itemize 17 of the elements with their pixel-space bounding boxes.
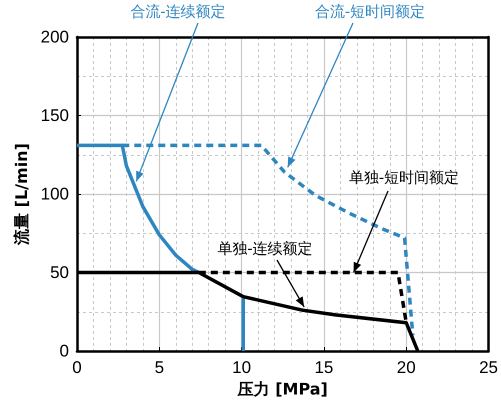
annotation: 单独-连续额定 [217, 240, 313, 258]
annotation: 合流-短时间额定 [314, 2, 426, 22]
x-tick-label: 15 [314, 358, 334, 377]
y-tick-label: 150 [40, 106, 69, 125]
x-tick-label: 0 [72, 358, 82, 377]
x-axis-title: 压力 [MPa] [236, 380, 328, 398]
annotation: 单独-短时间额定 [348, 168, 460, 188]
x-tick-label: 10 [232, 358, 252, 377]
y-tick-label: 50 [50, 263, 69, 282]
y-tick-label: 200 [40, 28, 69, 46]
y-tick-label: 0 [60, 342, 69, 360]
x-tick-label: 25 [479, 358, 498, 377]
annotation: 合流-连续额定 [130, 2, 226, 22]
x-tick-label: 5 [154, 358, 164, 377]
y-axis-title: 流量 [L/min] [12, 143, 32, 246]
y-tick-label: 100 [40, 184, 69, 204]
x-tick-label: 20 [396, 358, 416, 377]
